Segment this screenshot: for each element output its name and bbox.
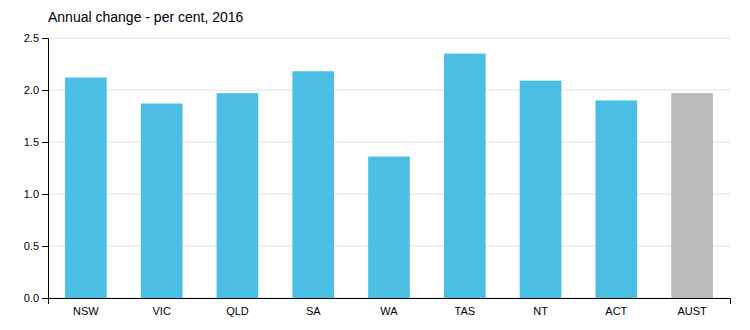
x-tick: WA [380, 305, 398, 317]
x-tick: ACT [605, 305, 627, 317]
bar [520, 81, 562, 298]
y-tick: 0.5 [24, 240, 48, 252]
x-tick: VIC [152, 305, 170, 317]
x-axis: NSW VIC QLD SA WA TAS NT ACT AUST [49, 299, 731, 317]
title: Annual change - per cent, 2016 [48, 9, 244, 25]
plot-area: 0.0 0.5 1.0 1.5 2.0 2.5 NSW VIC QLD SA WA TAS NT ACT A… [24, 32, 731, 317]
bar [141, 104, 183, 298]
y-tick-mark [42, 194, 48, 195]
x-tick-label: NT [533, 305, 548, 317]
x-tick: AUST [677, 305, 707, 317]
bar [444, 54, 486, 298]
y-tick-mark [42, 90, 48, 91]
bar [217, 93, 259, 298]
bar [65, 78, 107, 298]
bar [671, 93, 713, 298]
x-tick: QLD [226, 305, 249, 317]
bar [595, 100, 637, 298]
bar [368, 157, 410, 298]
y-tick-mark [42, 246, 48, 247]
y-tick-label: 1.0 [24, 188, 39, 200]
grid-line [48, 90, 730, 91]
y-tick-label: 2.5 [24, 32, 39, 44]
x-tick: NT [533, 305, 548, 317]
x-tick: NSW [73, 305, 99, 317]
x-tick-label: WA [380, 305, 398, 317]
y-tick-label: 0.0 [24, 292, 39, 304]
x-tick-label: SA [306, 305, 321, 317]
chart-container: 0.0 0.5 1.0 1.5 2.0 2.5 NSW VIC QLD SA WA TAS NT ACT A… [0, 0, 750, 330]
x-axis-line [49, 299, 731, 305]
y-tick-label: 1.5 [24, 136, 39, 148]
y-tick-label: 2.0 [24, 84, 39, 96]
y-tick-mark [42, 38, 48, 39]
x-tick-label: AUST [677, 305, 707, 317]
grid-line [48, 38, 730, 39]
y-tick-mark [42, 298, 48, 299]
y-axis: 0.0 0.5 1.0 1.5 2.0 2.5 [24, 32, 49, 304]
y-tick-mark [42, 142, 48, 143]
chart-svg: 0.0 0.5 1.0 1.5 2.0 2.5 NSW VIC QLD SA WA TAS NT ACT A… [0, 0, 750, 330]
y-axis-line [42, 39, 49, 299]
y-tick: 0.0 [24, 292, 48, 304]
y-tick: 1.5 [24, 136, 48, 148]
x-tick-label: NSW [73, 305, 99, 317]
y-tick: 1.0 [24, 188, 48, 200]
y-tick: 2.5 [24, 32, 48, 44]
x-tick-label: TAS [454, 305, 475, 317]
x-tick: SA [306, 305, 321, 317]
x-tick: TAS [454, 305, 475, 317]
x-tick-label: VIC [152, 305, 170, 317]
bars [65, 54, 713, 298]
y-tick-label: 0.5 [24, 240, 39, 252]
grid [48, 38, 730, 298]
y-tick: 2.0 [24, 84, 48, 96]
x-tick-label: ACT [605, 305, 627, 317]
x-tick-label: QLD [226, 305, 249, 317]
bar [292, 71, 334, 298]
